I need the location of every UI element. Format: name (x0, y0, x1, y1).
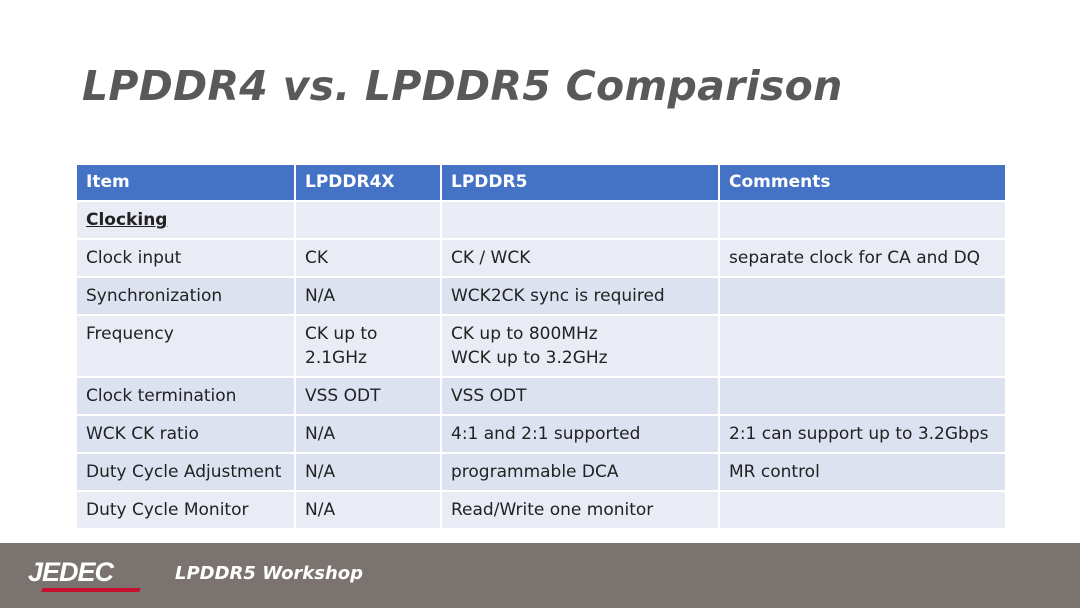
column-header: LPDDR4X (294, 163, 442, 202)
table-cell: Read/Write one monitor (440, 490, 720, 530)
table-cell: CK (294, 238, 442, 278)
table-cell (294, 200, 442, 240)
comparison-table: Item LPDDR4X LPDDR5 Comments Clocking Clock … (75, 163, 1007, 530)
table-cell: N/A (294, 490, 442, 530)
table-cell: Clock termination (75, 376, 296, 416)
table-cell: programmable DCA (440, 452, 720, 492)
table-cell: Clocking (75, 200, 296, 240)
table-row: Duty Cycle Adjustment N/A programmable DCA… (75, 452, 1007, 492)
table-cell: N/A (294, 414, 442, 454)
footer-text: LPDDR5 Workshop (175, 563, 364, 584)
column-header: LPDDR5 (440, 163, 720, 202)
table-cell: Duty Cycle Adjustment (75, 452, 296, 492)
header-row: Item LPDDR4X LPDDR5 Comments (75, 163, 1007, 202)
table-cell (718, 314, 1007, 378)
table-cell: VSS ODT (294, 376, 442, 416)
table-row: Synchronization N/A WCK2CK sync is require… (75, 276, 1007, 316)
table-cell: Duty Cycle Monitor (75, 490, 296, 530)
table-cell: CK up to 800MHz WCK up to 3.2GHz (440, 314, 720, 378)
table-row: Clocking (75, 200, 1007, 240)
table-cell: WCK2CK sync is required (440, 276, 720, 316)
table-cell: Clock input (75, 238, 296, 278)
footer: JEDEC LPDDR5 Workshop (0, 543, 1080, 608)
table-row: Clock termination VSS ODT VSS ODT (75, 376, 1007, 416)
table-row: Clock input CK CK / WCK separate clock for … (75, 238, 1007, 278)
table-cell (718, 276, 1007, 316)
table-row: Duty Cycle Monitor N/A Read/Write one moni… (75, 490, 1007, 530)
column-header: Item (75, 163, 296, 202)
table-cell: CK up to 2.1GHz (294, 314, 442, 378)
table-cell: N/A (294, 276, 442, 316)
table-cell (718, 200, 1007, 240)
table-cell: VSS ODT (440, 376, 720, 416)
table-cell: 4:1 and 2:1 supported (440, 414, 720, 454)
slide-title: LPDDR4 vs. LPDDR5 Comparison (82, 62, 843, 110)
table-cell: Frequency (75, 314, 296, 378)
table-cell: separate clock for CA and DQ (718, 238, 1007, 278)
table-cell: 2:1 can support up to 3.2Gbps (718, 414, 1007, 454)
table-cell: Synchronization (75, 276, 296, 316)
table-row: Frequency CK up to 2.1GHz CK up to 800MHz … (75, 314, 1007, 378)
table-cell: N/A (294, 452, 442, 492)
table-row: WCK CK ratio N/A 4:1 and 2:1 supported 2:1 … (75, 414, 1007, 454)
table-cell (440, 200, 720, 240)
table-cell (718, 376, 1007, 416)
table-cell (718, 490, 1007, 530)
logo-underline (41, 588, 141, 592)
column-header: Comments (718, 163, 1007, 202)
table-cell: CK / WCK (440, 238, 720, 278)
table-cell: WCK CK ratio (75, 414, 296, 454)
logo: JEDEC (28, 557, 114, 587)
table-cell: MR control (718, 452, 1007, 492)
